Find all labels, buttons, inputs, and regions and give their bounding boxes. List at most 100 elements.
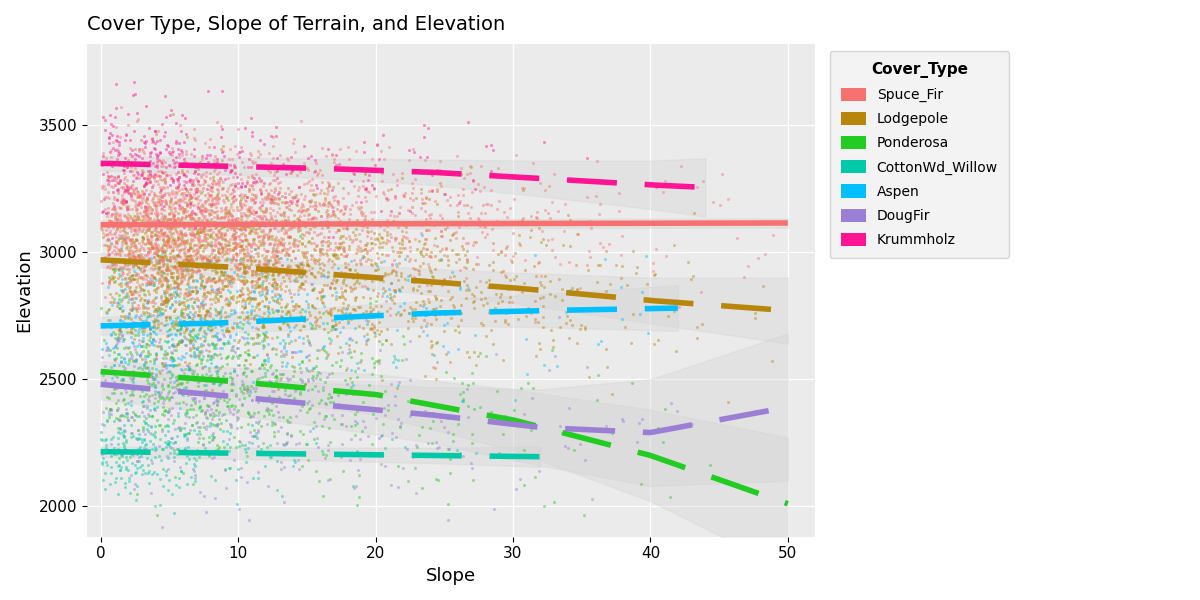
Point — [186, 336, 205, 346]
Point — [191, 316, 210, 326]
Point — [179, 210, 198, 220]
Point — [152, 196, 172, 205]
Point — [121, 353, 140, 363]
Point — [356, 256, 376, 266]
Point — [173, 258, 192, 268]
Point — [456, 263, 475, 272]
Point — [194, 219, 214, 229]
Point — [278, 231, 298, 241]
Point — [293, 375, 312, 385]
Point — [463, 265, 482, 274]
Point — [203, 172, 222, 181]
Point — [119, 466, 138, 475]
Point — [169, 299, 188, 309]
Point — [97, 415, 116, 425]
Point — [163, 228, 182, 238]
Point — [196, 253, 215, 263]
Point — [162, 214, 181, 224]
Point — [302, 254, 322, 263]
Point — [210, 173, 229, 183]
Point — [224, 226, 244, 235]
Point — [472, 295, 491, 304]
Point — [260, 452, 280, 461]
Point — [391, 302, 410, 311]
Point — [278, 391, 298, 401]
Point — [653, 187, 672, 197]
Point — [230, 241, 250, 251]
Point — [202, 281, 221, 291]
Point — [108, 179, 127, 188]
Point — [175, 223, 194, 232]
Point — [245, 158, 264, 167]
Point — [383, 260, 402, 270]
Point — [168, 280, 187, 289]
Point — [175, 293, 194, 303]
Point — [107, 298, 126, 308]
Point — [238, 451, 257, 461]
Point — [257, 283, 276, 292]
Point — [154, 361, 173, 371]
Point — [120, 242, 139, 252]
Point — [240, 218, 259, 228]
Point — [160, 265, 179, 275]
Point — [276, 227, 295, 236]
X-axis label: Slope: Slope — [426, 567, 476, 585]
Point — [370, 355, 389, 365]
Point — [308, 353, 328, 363]
Point — [184, 228, 203, 238]
Point — [265, 372, 284, 382]
Point — [241, 202, 260, 212]
Point — [217, 236, 236, 245]
Point — [119, 254, 138, 264]
Point — [370, 229, 389, 238]
Point — [236, 181, 256, 191]
Point — [108, 265, 127, 274]
Point — [233, 283, 252, 293]
Point — [281, 169, 300, 178]
Point — [146, 244, 166, 254]
Point — [372, 257, 391, 266]
Point — [160, 110, 179, 119]
Point — [326, 295, 346, 304]
Point — [162, 219, 181, 229]
Point — [205, 238, 224, 248]
Point — [185, 425, 204, 435]
Point — [163, 177, 182, 187]
Point — [289, 301, 308, 311]
Point — [187, 184, 206, 193]
Point — [446, 257, 466, 266]
Point — [217, 248, 236, 258]
Point — [163, 175, 182, 184]
Point — [155, 223, 174, 232]
Point — [157, 349, 176, 358]
Point — [200, 325, 220, 335]
Point — [149, 319, 168, 328]
Point — [151, 368, 170, 378]
Point — [179, 283, 198, 293]
Point — [571, 324, 590, 334]
Point — [478, 199, 497, 209]
Point — [132, 326, 151, 335]
Point — [232, 472, 251, 481]
Point — [112, 197, 131, 206]
Point — [226, 475, 245, 484]
Point — [202, 404, 221, 414]
Point — [242, 276, 262, 286]
Point — [282, 362, 301, 371]
Point — [490, 448, 509, 458]
Point — [100, 350, 119, 360]
Point — [150, 390, 169, 400]
Point — [233, 254, 252, 264]
Point — [168, 408, 187, 418]
Point — [222, 222, 241, 232]
Point — [355, 167, 374, 176]
Point — [109, 415, 128, 425]
Point — [187, 333, 206, 343]
Point — [142, 337, 161, 347]
Point — [128, 411, 148, 421]
Point — [178, 406, 197, 415]
Point — [256, 292, 275, 301]
Point — [196, 409, 215, 418]
Point — [186, 461, 205, 471]
Point — [95, 240, 114, 250]
